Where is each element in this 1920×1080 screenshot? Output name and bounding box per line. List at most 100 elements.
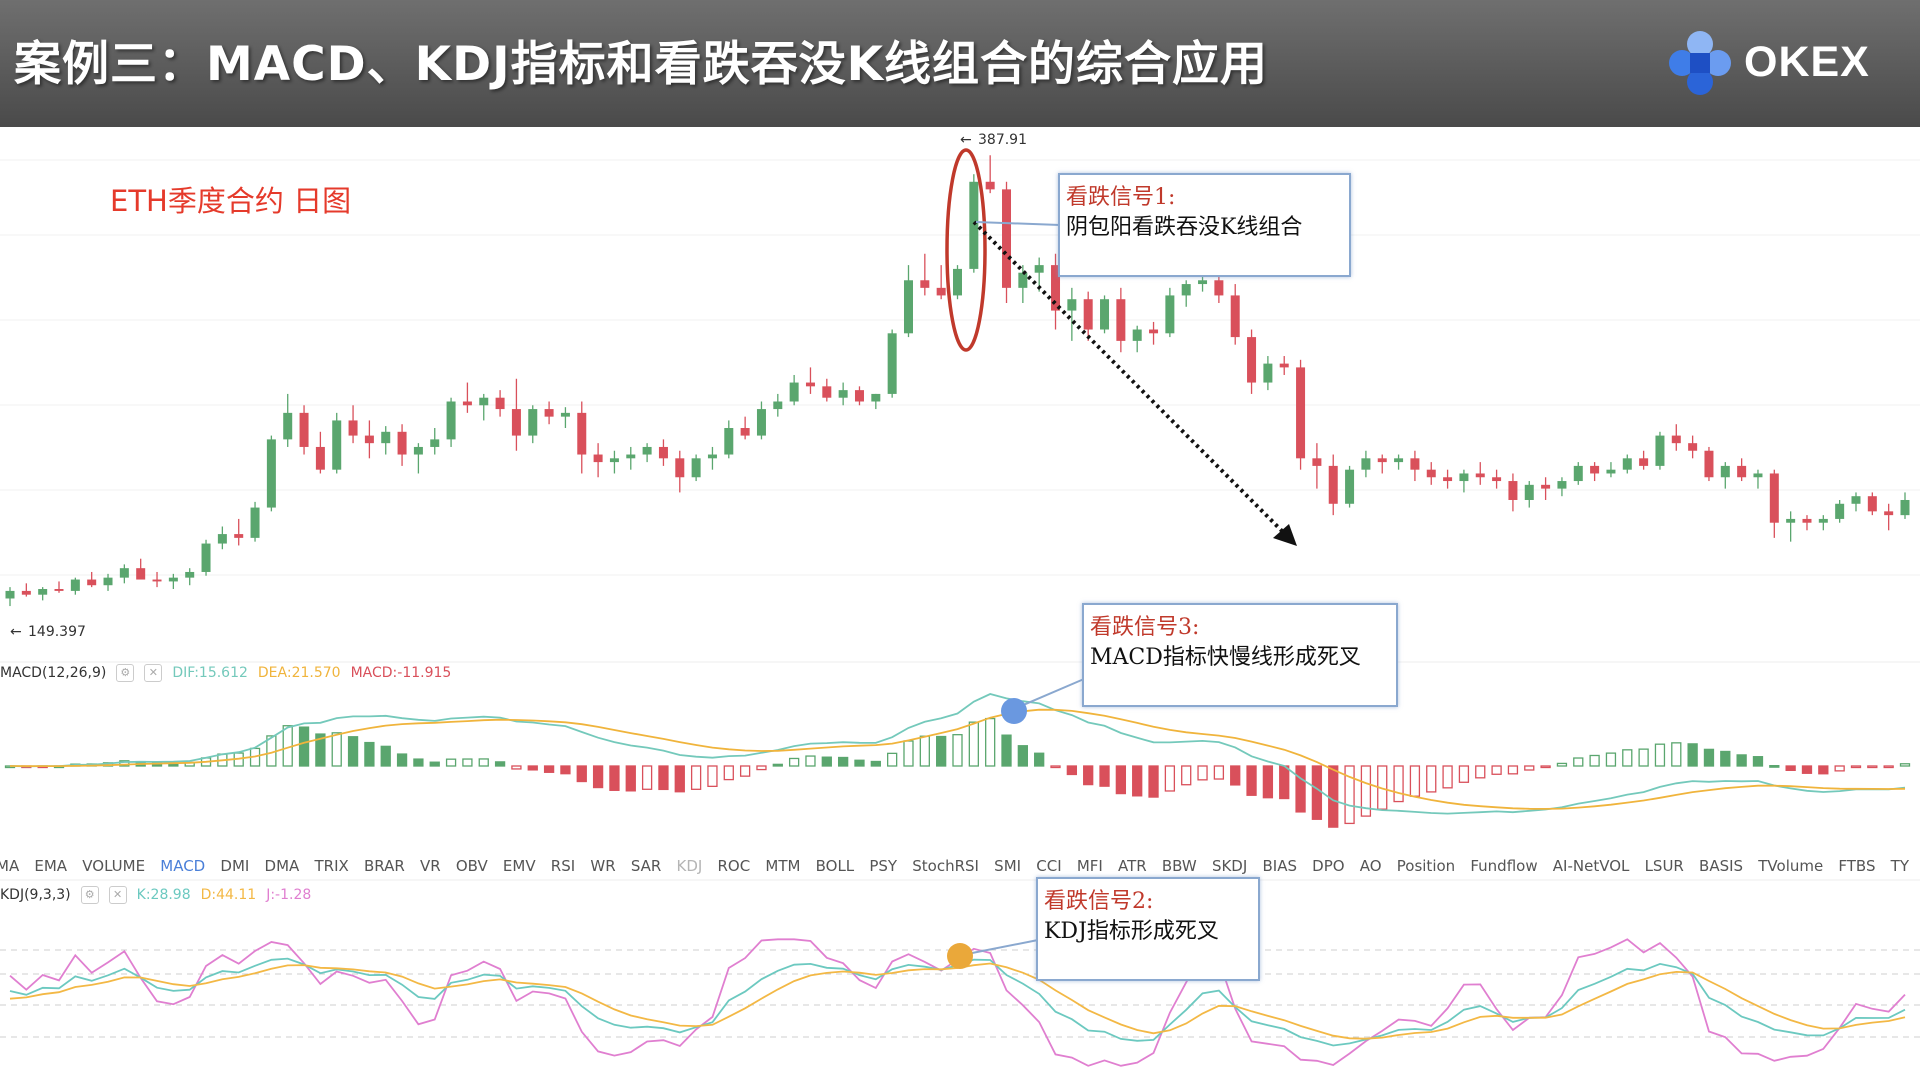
candle-body [936,287,946,296]
macd-histogram-bar [527,765,538,771]
kdj-legend: KDJ(9,3,3) ⚙ ✕ K:28.98 D:44.11 J:-1.28 [0,886,311,904]
tab-ma[interactable]: MA [0,857,20,875]
macd-histogram-bar [1654,743,1666,767]
tab-obv[interactable]: OBV [455,857,488,875]
macd-histogram-bar [1458,765,1470,783]
tab-ao[interactable]: AO [1359,857,1382,875]
macd-histogram-bar [494,761,506,767]
tab-kdj[interactable]: KDJ [676,857,703,875]
macd-histogram-bar [1328,765,1339,828]
candle-body [1296,367,1306,459]
tab-boll[interactable]: BOLL [815,857,855,875]
kdj-j: J:-1.28 [266,887,312,903]
tab-dpo[interactable]: DPO [1312,857,1345,875]
macd-histogram-bar [347,736,359,767]
candle-body [691,458,701,478]
macd-histogram-bar [870,760,881,767]
macd-histogram-bar [1573,757,1584,767]
candle-body [642,446,652,455]
macd-histogram-bar [560,765,571,775]
candle-body [1835,503,1845,519]
close-icon[interactable]: ✕ [108,886,127,904]
macd-histogram-bar [1507,765,1519,775]
macd-histogram-bar [1246,765,1257,796]
tab-mfi[interactable]: MFI [1076,857,1103,875]
macd-histogram-bar [1491,765,1502,775]
tab-ai-netvol[interactable]: AI-NetVOL [1552,857,1630,875]
tab-ftbs[interactable]: FTBS [1838,857,1876,875]
macd-histogram-bar [331,732,342,767]
close-icon[interactable]: ✕ [144,664,163,682]
candle-body [1508,481,1518,500]
tab-trix[interactable]: TRIX [314,857,349,875]
tab-bbw[interactable]: BBW [1161,857,1197,875]
macd-histogram-bar [1132,765,1143,797]
gear-icon[interactable]: ⚙ [116,664,135,682]
candle-body [593,454,603,463]
macd-histogram-bar [511,765,522,770]
tab-smi[interactable]: SMI [994,857,1022,875]
candle-body [1230,295,1240,338]
candle-body [1263,363,1273,383]
tab-psy[interactable]: PSY [869,857,898,875]
tab-vr[interactable]: VR [419,857,441,875]
macd-histogram-bar [576,765,587,783]
macd-histogram-bar [985,717,996,767]
tab-dmi[interactable]: DMI [220,857,250,875]
tab-roc[interactable]: ROC [717,857,751,875]
candle-body [822,386,832,398]
candle-body [511,409,521,436]
callout-signal-1-title: 看跌信号1: [1066,185,1176,210]
tab-fundflow[interactable]: Fundflow [1470,857,1538,875]
tab-brar[interactable]: BRAR [363,857,405,875]
tab-atr[interactable]: ATR [1118,857,1147,875]
gear-icon[interactable]: ⚙ [80,886,99,904]
tab-macd[interactable]: MACD [160,857,206,875]
candle-body [953,268,962,296]
candle-body [87,579,97,586]
candle-body [740,428,750,436]
tab-cci[interactable]: CCI [1036,857,1062,875]
kdj-d: D:44.11 [200,887,257,903]
tab-bias[interactable]: BIAS [1262,857,1297,875]
tab-lsur[interactable]: LSUR [1644,857,1684,875]
macd-histogram-bar [1524,765,1535,771]
candle-body [1181,284,1191,296]
candle-body [675,458,685,478]
tab-emv[interactable]: EMV [502,857,536,875]
tab-ty[interactable]: TY [1890,857,1909,875]
callout-signal-3: 看跌信号3: MACD指标快慢线形成死叉 [1082,603,1398,707]
candle-body [724,428,734,455]
tab-dma[interactable]: DMA [264,857,300,875]
tab-rsi[interactable]: RSI [550,857,576,875]
candle-body [1361,458,1371,470]
macd-histogram-bar [1197,765,1208,781]
macd-histogram-bar [1703,748,1715,767]
tab-wr[interactable]: WR [590,857,616,875]
tab-mtm[interactable]: MTM [765,857,801,875]
candle-body [544,409,554,417]
tab-basis[interactable]: BASIS [1699,857,1744,875]
candle-body [985,181,995,190]
tab-position[interactable]: Position [1396,857,1456,875]
candle-body [397,431,407,455]
candle-body [1557,481,1567,489]
tab-stochrsi[interactable]: StochRSI [912,857,979,875]
engulfing-highlight-ellipse [945,148,987,352]
macd-histogram-bar [1769,765,1780,768]
tab-sar[interactable]: SAR [630,857,662,875]
tab-skdj[interactable]: SKDJ [1211,857,1248,875]
macd-histogram-bar [1785,765,1796,771]
candle-body [1067,299,1077,311]
tab-tvolume[interactable]: TVolume [1758,857,1824,875]
kdj-death-cross-marker [947,943,973,969]
candle-body [234,534,244,538]
callout-signal-3-title: 看跌信号3: [1090,615,1200,640]
tab-volume[interactable]: VOLUME [82,857,146,875]
macd-histogram-bar [805,755,816,767]
callout-signal-2: 看跌信号2: KDJ指标形成死叉 [1036,877,1260,981]
candle-body [103,577,113,586]
callout-signal-2-text: KDJ指标形成死叉 [1044,919,1219,944]
callout-signal-3-text: MACD指标快慢线形成死叉 [1090,645,1361,670]
tab-ema[interactable]: EMA [34,857,68,875]
